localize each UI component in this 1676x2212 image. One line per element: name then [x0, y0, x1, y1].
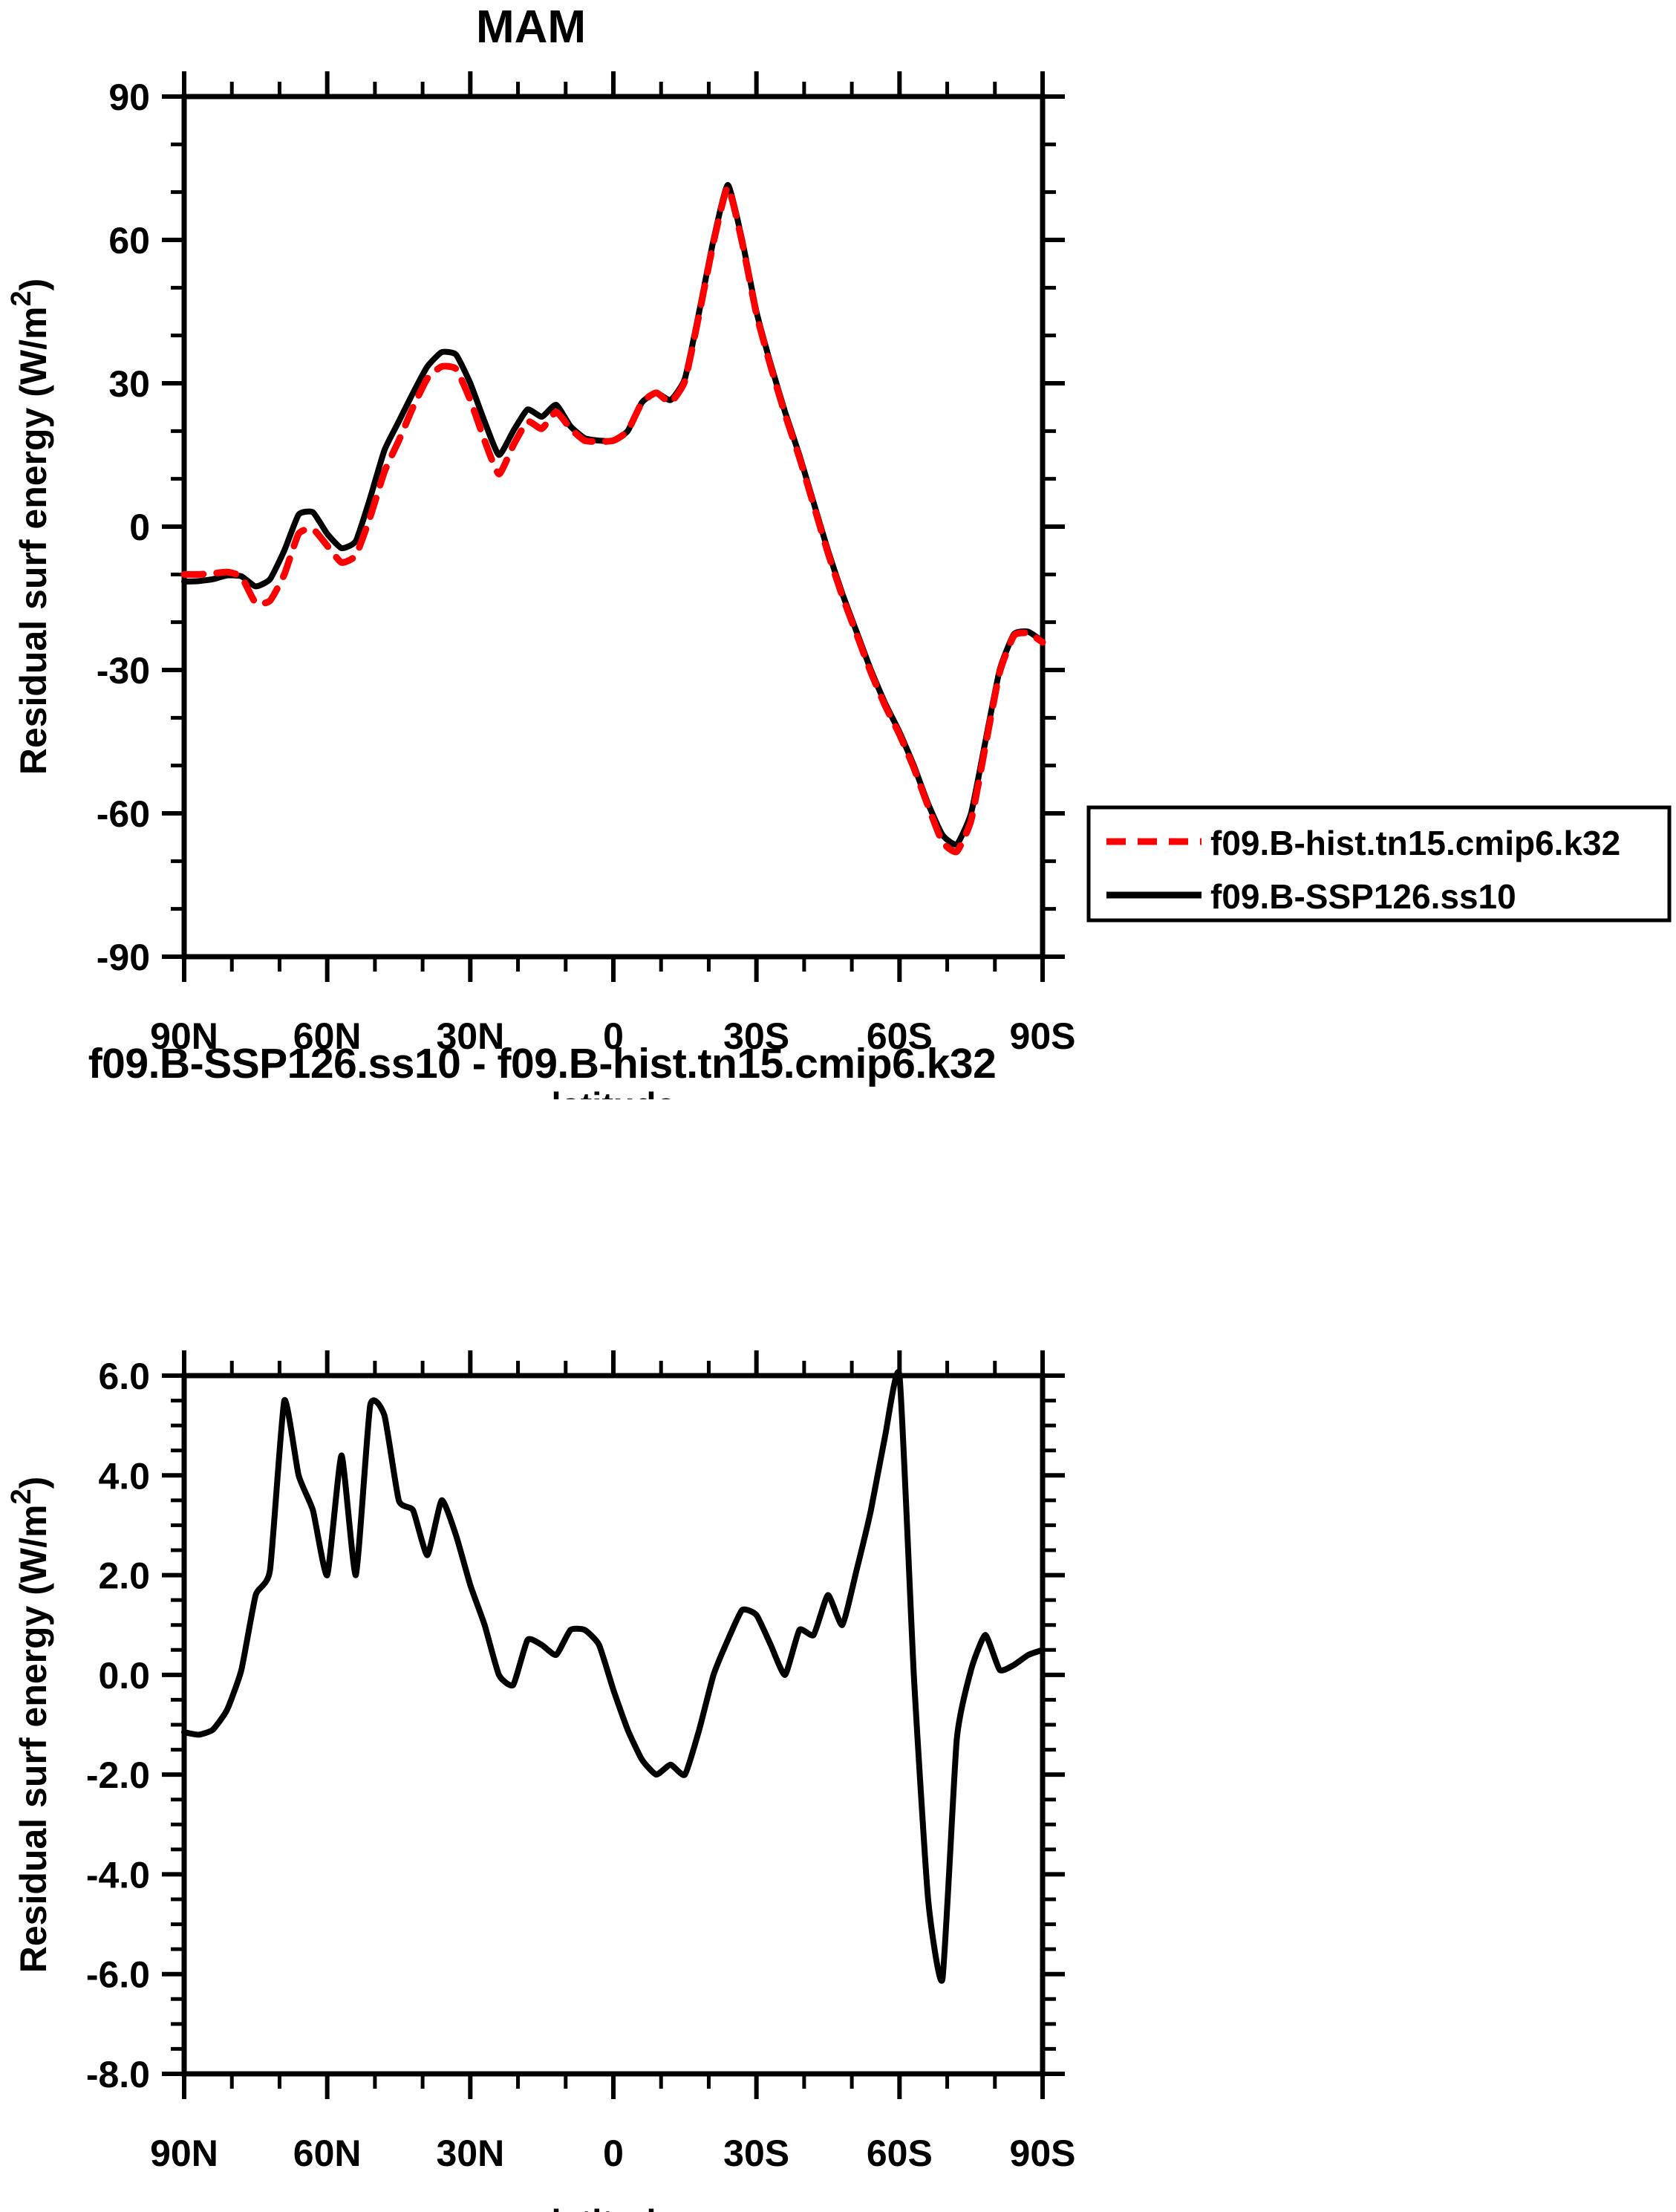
- bottom-x-tick-label: 60S: [867, 2133, 933, 2174]
- svg-text:Residual surf energy (W/m2): Residual surf energy (W/m2): [6, 279, 54, 775]
- bottom-x-axis-label: latitude: [551, 2202, 675, 2212]
- bottom-x-tick-label: 30S: [723, 2133, 789, 2174]
- bottom-y-tick-label: 2.0: [98, 1555, 150, 1597]
- top-x-tick-label: 30N: [436, 1015, 504, 1057]
- bottom-y-tick-label: 4.0: [98, 1455, 150, 1497]
- top-series-ssp126-line: [181, 182, 1046, 848]
- bottom-plot-title: f09.B-SSP126.ss10 - f09.B-hist.tn15.cmip…: [88, 1040, 997, 1087]
- top-y-tick-label: -30: [97, 650, 150, 692]
- top-y-tick-label: 0: [129, 507, 150, 548]
- bottom-x-tick-label: 90N: [150, 2133, 218, 2174]
- top-y-tick-label: 60: [108, 220, 150, 261]
- legend-box: [1086, 805, 1672, 923]
- top-y-tick-label: 90: [108, 77, 150, 118]
- bottom-y-axis-label: Residual surf energy (W/m2): [6, 1477, 54, 1974]
- top-y-axis-label: Residual surf energy (W/m2): [6, 279, 54, 775]
- bottom-y-tick-label: -4.0: [86, 1854, 150, 1896]
- top-y-tick-label: -90: [97, 937, 150, 978]
- top-x-tick-label: 90N: [150, 1015, 218, 1057]
- top-x-tick-label: 90S: [1010, 1015, 1076, 1057]
- top-series-hist-line: [180, 183, 1046, 856]
- bottom-y-tick-label: -8.0: [86, 2054, 150, 2095]
- bottom-y-tick-label: 0.0: [98, 1655, 150, 1697]
- top-y-tick-label: 30: [108, 363, 150, 405]
- bottom-x-tick-label: 90S: [1010, 2133, 1076, 2174]
- bottom-x-tick-label: 30N: [436, 2133, 504, 2174]
- top-x-tick-label: 30S: [723, 1015, 789, 1057]
- top-x-axis-label: latitude: [551, 1085, 675, 1099]
- bottom-x-tick-label: 60N: [293, 2133, 362, 2174]
- svg-text:Residual surf energy (W/m2): Residual surf energy (W/m2): [6, 1477, 54, 1974]
- top-y-tick-label: -60: [97, 793, 150, 835]
- top-x-tick-label: 0: [603, 1015, 624, 1057]
- top-plot-title: MAM: [475, 1, 587, 53]
- legend-label-2: f09.B-SSP126.ss10: [1210, 877, 1516, 916]
- top-plot-frame: [181, 94, 1046, 960]
- legend-label-1: f09.B-hist.tn15.cmip6.k32: [1210, 824, 1620, 862]
- top-x-tick-label: 60S: [867, 1015, 933, 1057]
- bottom-series-difference-line: [181, 1369, 1046, 1984]
- bottom-x-tick-label: 0: [603, 2133, 624, 2174]
- bottom-y-tick-label: 6.0: [98, 1356, 150, 1397]
- bottom-plot-panel: f09.B-SSP126.ss10 - f09.B-hist.tn15.cmip…: [0, 1043, 1676, 2212]
- bottom-y-tick-label: -2.0: [86, 1754, 150, 1796]
- bottom-y-tick-label: -6.0: [86, 1954, 150, 1996]
- top-x-tick-label: 60N: [293, 1015, 362, 1057]
